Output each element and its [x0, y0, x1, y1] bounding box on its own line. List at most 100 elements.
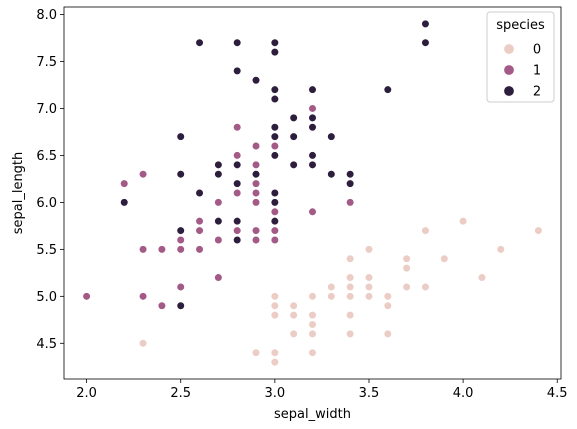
point-series-1-35: [233, 151, 242, 160]
legend-label-0: 0: [533, 43, 541, 58]
point-series-0-23: [327, 282, 336, 292]
point-series-0-25: [364, 282, 374, 292]
point-series-2-2: [233, 235, 242, 245]
point-series-1-16: [270, 226, 279, 235]
point-series-1-33: [251, 160, 261, 169]
point-series-0-26: [402, 282, 411, 292]
point-series-0-38: [534, 226, 543, 235]
point-series-2-26: [327, 132, 336, 141]
y-tick-label-4: 6.5: [36, 149, 57, 164]
point-series-2-13: [214, 170, 223, 179]
point-series-0-30: [477, 273, 487, 282]
point-series-1-22: [214, 198, 223, 207]
x-tick-label-2: 3.0: [265, 386, 286, 401]
point-series-0-11: [270, 311, 279, 320]
x-tick-label-4: 4.0: [453, 386, 474, 401]
legend-box: [486, 11, 555, 103]
y-axis-title: sepal_length: [11, 152, 26, 235]
point-series-1-37: [270, 141, 279, 151]
point-series-2-10: [233, 179, 242, 188]
point-series-2-12: [176, 170, 185, 179]
point-series-1-15: [251, 226, 261, 235]
x-tick-label-1: 2.5: [170, 386, 191, 401]
y-tick-label-6: 7.5: [36, 55, 57, 70]
point-series-1-7: [176, 245, 185, 254]
point-series-2-20: [308, 160, 317, 169]
y-tick-label-7: 8.0: [36, 8, 57, 23]
y-axis: 4.5 5.0 5.5 6.0 6.5 7.0 7.5 8.0: [36, 8, 64, 352]
point-series-0-22: [383, 292, 392, 301]
point-series-2-31: [270, 94, 279, 104]
point-series-0-4: [138, 339, 148, 348]
point-series-2-24: [270, 132, 279, 141]
point-series-0-21: [364, 292, 374, 301]
point-series-0-28: [346, 273, 355, 282]
point-series-2-18: [233, 160, 242, 169]
point-series-0-39: [459, 217, 468, 226]
legend-marker-1: [503, 64, 515, 76]
point-series-2-42: [421, 19, 430, 29]
point-series-0-9: [308, 320, 317, 329]
point-series-1-29: [251, 179, 261, 188]
point-series-2-28: [308, 123, 317, 132]
point-series-2-23: [176, 132, 185, 141]
x-tick-label-5: 4.5: [547, 386, 568, 401]
point-series-2-38: [195, 38, 204, 47]
point-series-1-2: [157, 301, 166, 310]
x-tick-label-0: 2.0: [76, 386, 97, 401]
point-series-0-17: [270, 292, 279, 301]
point-series-2-9: [195, 188, 204, 198]
point-series-2-22: [308, 151, 317, 160]
point-series-0-1: [270, 357, 279, 367]
point-series-0-12: [289, 311, 298, 320]
point-series-0-27: [421, 282, 430, 292]
point-series-0-18: [308, 292, 317, 301]
point-series-1-4: [214, 273, 223, 282]
point-series-2-1: [176, 226, 185, 235]
point-series-2-34: [383, 85, 392, 94]
point-series-2-25: [289, 132, 298, 141]
legend-marker-2: [503, 85, 515, 97]
x-axis-title: sepal_width: [274, 407, 351, 422]
point-series-2-33: [308, 85, 317, 94]
y-tick-label-0: 4.5: [36, 337, 57, 352]
point-series-2-32: [270, 85, 279, 94]
point-series-0-37: [421, 226, 430, 235]
point-series-0-34: [440, 254, 449, 263]
plot-frame: [63, 6, 562, 380]
point-series-2-36: [233, 66, 242, 75]
points-layer: [82, 19, 543, 367]
point-series-2-19: [289, 160, 298, 169]
point-series-0-33: [402, 254, 411, 263]
point-series-0-36: [496, 245, 505, 254]
point-series-1-5: [138, 245, 148, 254]
legend: species 0 1 2: [486, 11, 555, 103]
point-series-2-11: [346, 179, 355, 188]
point-series-2-4: [214, 217, 223, 226]
point-series-2-41: [421, 38, 430, 47]
point-series-2-21: [270, 151, 279, 160]
point-series-0-31: [402, 264, 411, 273]
point-series-0-20: [346, 292, 355, 301]
point-series-2-29: [289, 113, 298, 122]
point-series-1-8: [195, 245, 204, 254]
point-series-2-15: [327, 170, 336, 179]
point-series-1-9: [176, 235, 185, 245]
point-series-2-6: [120, 198, 129, 207]
legend-title: species: [496, 18, 545, 33]
point-series-0-3: [308, 348, 317, 357]
point-series-0-5: [289, 329, 298, 339]
legend-items: 0 1 2: [503, 43, 541, 100]
point-series-1-19: [270, 207, 279, 216]
point-series-0-14: [270, 301, 279, 310]
point-series-2-7: [270, 198, 279, 207]
x-tick-label-3: 3.5: [359, 386, 380, 401]
point-series-0-13: [346, 311, 355, 320]
point-series-2-17: [214, 160, 223, 169]
point-series-1-30: [138, 170, 148, 179]
point-series-0-19: [327, 292, 336, 301]
point-series-1-12: [270, 235, 279, 245]
point-series-0-7: [346, 329, 355, 339]
point-series-2-16: [346, 170, 355, 179]
